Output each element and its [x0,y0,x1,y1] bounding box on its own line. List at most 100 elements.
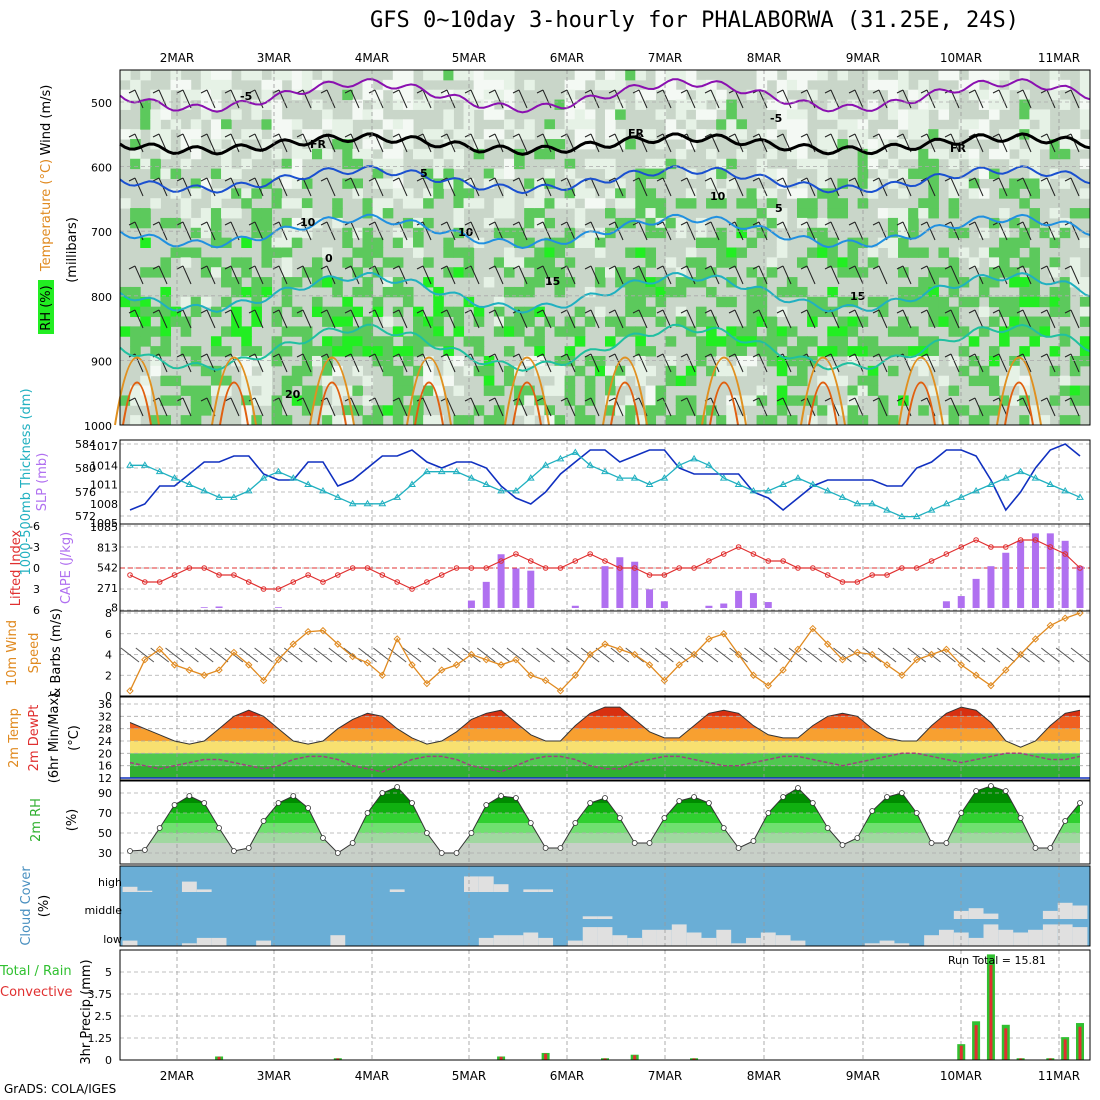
wind-barb-flag [968,177,976,182]
wind-barb-flag [656,177,664,182]
rh-point [795,785,801,791]
rh-cell [210,198,222,209]
rh-cell [695,346,707,357]
wind-barb-flag [1016,397,1024,402]
rh-cell [241,257,252,268]
rh-cell [867,99,879,110]
wind-barb-flag [800,133,808,138]
rh-cell [483,217,495,229]
rh-cell [776,405,788,416]
rh-cell [615,365,626,377]
rh-cell [150,168,161,179]
lifted-index-point [617,565,623,571]
lifted-index-point [424,579,430,585]
rh-cell [1039,129,1051,140]
rh-cell [665,70,677,81]
rh-cell [908,208,919,219]
rh-point [1032,845,1039,851]
rh-cell [130,336,141,347]
rh-cell [948,326,960,337]
cloud-bar-low [523,932,539,946]
cloud-bar-low [1072,927,1088,946]
rh-cell [584,198,596,209]
rh-cell [392,375,404,387]
rh-cell [958,178,970,189]
rh-cell [271,355,283,367]
wind-barb-shaft [278,133,288,153]
wind-barb-flag [320,221,328,226]
rh-cell [655,316,667,327]
rh-cell [423,326,434,337]
rh-cell [1069,385,1081,396]
rh-cell [281,257,293,268]
rh-cell [382,336,394,347]
rh-cell [473,405,485,416]
cloud-bar-low [968,937,984,946]
rh-cell [241,267,252,278]
rh-cell [453,355,465,367]
wind-barb-flag [176,309,184,314]
rh-cell [766,257,778,268]
rh-cell [665,89,677,101]
rh-cell [130,89,141,101]
rh-cell [948,415,960,426]
rh-cell [898,346,909,357]
rh-cell [352,247,363,258]
rh-cell [291,198,303,209]
rh-cell [584,109,596,120]
wind-barb-shaft [662,309,672,329]
cloud-bar-low [864,943,880,946]
rh-cell [524,385,535,396]
rh-cell [362,336,374,347]
rh-cell [837,326,848,337]
wind-barb [655,647,674,663]
rh-cell [524,208,535,219]
rh-cell [483,99,495,110]
wind-barb-shaft [734,397,744,417]
wind-barb-shaft [374,133,384,153]
rh-cell [958,296,970,308]
lifted-index-point [572,558,579,564]
rh-cell [645,247,657,258]
wind-barb-shaft [878,265,888,285]
x-tick-label-top: 7MAR [648,51,683,65]
wind-barb [417,647,437,663]
contour-warm-loop [504,356,550,426]
rh-cell [221,79,232,91]
wind-barb-shaft [710,397,720,417]
wind-barb [1041,647,1060,663]
wind-barb-flag [392,265,400,270]
rh-cell [605,139,616,150]
wind-barb-flag [704,133,712,138]
wind-barb-flag [968,309,976,314]
rh-cell [1079,355,1091,367]
rh-cell [503,375,515,387]
wind-barb [402,647,422,663]
cloud-bar-middle [1072,905,1088,919]
rh-cell [241,326,252,337]
wind-barb-flag [176,133,184,138]
lifted-index-point [394,579,400,585]
rh-cell [817,375,828,387]
rh-cell [1009,178,1020,189]
rh-cell [1009,395,1020,406]
rh-cell [736,227,747,239]
rh-cell [574,70,586,81]
wind-barb-flag [536,353,544,358]
rh-cell [999,306,1010,318]
wind-barb-flag [416,89,424,94]
rh-cell [342,158,353,170]
slp-axis-label: SLP (mb) [35,453,50,512]
rh-cell [706,336,717,347]
rh-cell [150,119,161,130]
rh-cell [200,405,212,416]
rh-cell [675,286,687,298]
rh-cell [150,267,161,278]
rh-cell [503,70,515,81]
rh-cell [756,346,768,357]
x-tick-label-top: 11MAR [1038,51,1080,65]
rh-cell [271,316,283,327]
rh-cell [857,267,869,278]
rh-cell [706,237,717,248]
rh-cell [746,296,758,308]
